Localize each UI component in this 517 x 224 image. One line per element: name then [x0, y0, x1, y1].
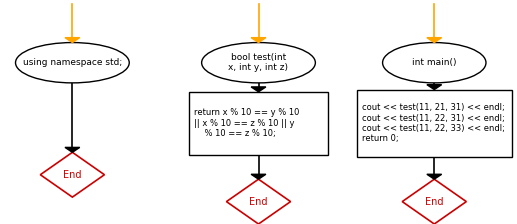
FancyBboxPatch shape [357, 90, 512, 157]
Ellipse shape [383, 43, 486, 83]
Text: cout << test(11, 21, 31) << endl;
cout << test(11, 22, 31) << endl;
cout << test: cout << test(11, 21, 31) << endl; cout <… [362, 103, 505, 143]
Ellipse shape [16, 43, 129, 83]
Polygon shape [40, 152, 104, 197]
FancyBboxPatch shape [189, 92, 328, 155]
Polygon shape [251, 87, 266, 92]
Polygon shape [226, 179, 291, 224]
Text: bool test(int
x, int y, int z): bool test(int x, int y, int z) [229, 53, 288, 72]
Polygon shape [427, 38, 442, 43]
Text: using namespace std;: using namespace std; [23, 58, 122, 67]
Polygon shape [65, 147, 80, 152]
Polygon shape [65, 38, 80, 43]
Text: End: End [63, 170, 82, 180]
Text: return x % 10 == y % 10
|| x % 10 == z % 10 || y
    % 10 == z % 10;: return x % 10 == y % 10 || x % 10 == z %… [194, 108, 299, 138]
Ellipse shape [202, 43, 315, 83]
Polygon shape [251, 38, 266, 43]
Text: End: End [249, 197, 268, 207]
Polygon shape [402, 179, 466, 224]
Text: int main(): int main() [412, 58, 457, 67]
Polygon shape [427, 174, 442, 179]
Text: End: End [425, 197, 444, 207]
Polygon shape [427, 85, 442, 90]
Polygon shape [251, 174, 266, 179]
